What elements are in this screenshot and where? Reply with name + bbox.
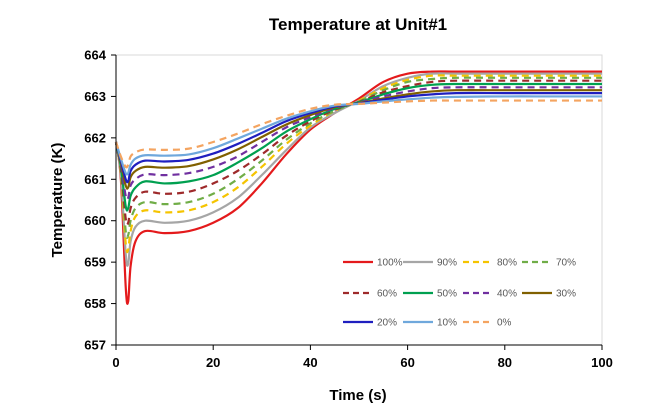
legend-label-3: 70% (556, 258, 576, 269)
series-line-1 (114, 72, 602, 267)
x-tick-label: 80 (498, 355, 512, 370)
y-tick-label: 658 (84, 296, 106, 311)
y-tick-label: 657 (84, 338, 106, 353)
series-line-8 (114, 91, 602, 184)
y-tick-label: 661 (84, 172, 106, 187)
y-tick-label: 663 (84, 89, 106, 104)
series-line-5 (114, 82, 602, 212)
series-line-3 (114, 76, 602, 239)
x-tick-label: 60 (400, 355, 414, 370)
legend-label-6: 40% (497, 289, 517, 300)
series-lines (114, 70, 602, 305)
series-line-6 (114, 86, 602, 201)
y-axis-label: Temperature (K) (49, 143, 66, 258)
legend: 100% 90% 80% 70% 60% 50% 40% 30% 20% 10% 0% (343, 258, 576, 329)
legend-label-7: 30% (556, 289, 576, 300)
y-tick-label: 664 (84, 48, 106, 63)
legend-label-4: 60% (377, 289, 397, 300)
legend-label-10: 0% (497, 318, 512, 329)
x-tick-label: 40 (303, 355, 317, 370)
x-tick-label: 20 (206, 355, 220, 370)
x-tick-label: 0 (112, 355, 119, 370)
y-tick-label: 662 (84, 130, 106, 145)
series-line-9 (114, 95, 602, 176)
legend-label-0: 100% (377, 258, 403, 269)
series-line-0 (114, 70, 602, 305)
legend-label-9: 10% (437, 318, 457, 329)
legend-label-1: 90% (437, 258, 457, 269)
legend-label-2: 80% (497, 258, 517, 269)
series-line-2 (114, 74, 602, 254)
legend-label-8: 20% (377, 318, 397, 329)
y-tick-label: 660 (84, 213, 106, 228)
series-line-7 (114, 89, 602, 190)
y-tick-label: 659 (84, 255, 106, 270)
x-axis-label: Time (s) (329, 387, 386, 404)
axes: 657 658 659 660 661 662 663 664 0 20 40 60 80 100 (84, 48, 613, 371)
x-tick-label: 100 (591, 355, 613, 370)
legend-label-5: 50% (437, 289, 457, 300)
chart-title: Temperature at Unit#1 (269, 15, 447, 34)
series-line-10 (114, 99, 602, 169)
